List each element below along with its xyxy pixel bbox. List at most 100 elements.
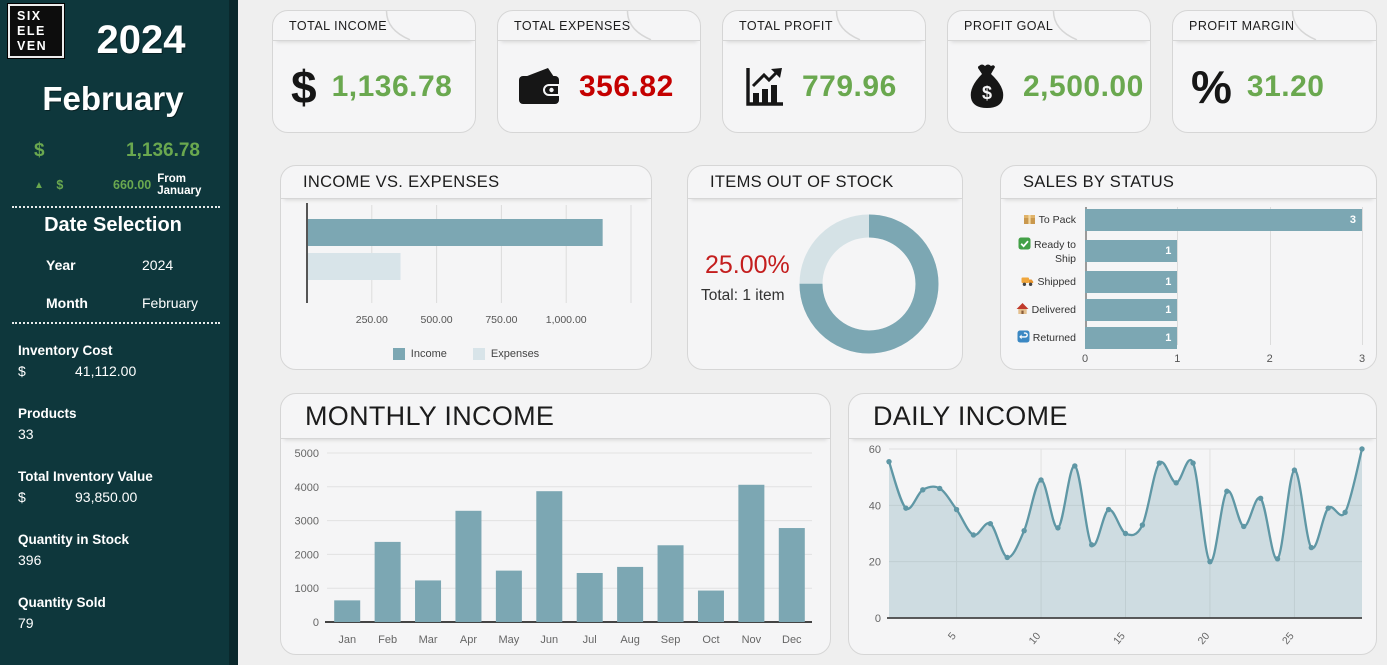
stock-donut-chart — [799, 214, 939, 354]
chart-title: MONTHLY INCOME — [281, 394, 830, 439]
date-selection-title: Date Selection — [44, 214, 182, 236]
stat-label: Quantity in Stock — [18, 532, 130, 547]
svg-text:Jun: Jun — [540, 634, 558, 646]
bar-value: 1 — [1165, 304, 1172, 317]
items-out-of-stock-card: ITEMS OUT OF STOCK 25.00% Total: 1 item — [687, 165, 963, 370]
monthly-income-chart: 0 1000 2000 3000 4000 5000 Jan Feb Mar Apr May Jun J… — [295, 448, 812, 646]
daily-income-card: DAILY INCOME 0 20 40 60 5 10 15 20 25 — [848, 393, 1377, 655]
stat-label: Quantity Sold — [18, 595, 106, 610]
stat-label: Total Inventory Value — [18, 469, 153, 484]
chart-title: SALES BY STATUS — [1001, 166, 1376, 199]
chart-legend: Income Expenses — [281, 348, 651, 360]
status-label: Returned — [1032, 332, 1076, 345]
chart-title: ITEMS OUT OF STOCK — [688, 166, 962, 199]
x-tick-label: 2 — [1266, 353, 1273, 365]
year-value[interactable]: 2024 — [142, 257, 174, 273]
svg-text:Nov: Nov — [742, 634, 762, 646]
status-bar: 1 — [1085, 240, 1178, 263]
delta-value: 660.00 — [113, 178, 152, 192]
status-label: To Pack — [1038, 213, 1076, 226]
svg-text:3000: 3000 — [295, 516, 319, 528]
month-value[interactable]: February — [142, 295, 199, 311]
status-bar: 1 — [1085, 299, 1178, 322]
bar-value: 3 — [1349, 214, 1356, 226]
kpi-title: PROFIT GOAL — [948, 11, 1150, 41]
sidebar: SIX ELE VEN 2024 February $ 1,136.78 ▲ $… — [0, 0, 238, 665]
svg-text:Sep: Sep — [661, 634, 681, 646]
kpi-card-profit-goal: PROFIT GOAL $ 2,500.00 — [947, 10, 1151, 133]
kpi-title: TOTAL EXPENSES — [498, 11, 700, 41]
stat-value: 79 — [18, 615, 34, 631]
bar-value: 1 — [1165, 332, 1172, 345]
svg-text:Jul: Jul — [583, 634, 597, 646]
month-label: Month — [46, 295, 88, 311]
money-bag-icon: $ — [970, 64, 1004, 108]
divider — [12, 206, 220, 208]
triangle-up-icon: ▲ — [34, 179, 44, 191]
gridline — [1269, 207, 1271, 345]
check-icon — [1018, 237, 1031, 253]
svg-text:Oct: Oct — [702, 634, 719, 646]
expenses-swatch — [472, 348, 485, 360]
status-bar: 1 — [1085, 271, 1178, 294]
svg-text:5000: 5000 — [295, 448, 319, 460]
status-row-shipped: Shipped 1 — [1011, 271, 1362, 294]
svg-text:15: 15 — [1111, 630, 1128, 647]
year-selector-row: Year 2024 — [46, 257, 218, 273]
bar-value: 1 — [1165, 245, 1172, 258]
month-selector-row: Month February — [46, 295, 218, 311]
kpi-value: 1,136.78 — [331, 69, 453, 103]
stat-quantity-in-stock: Quantity in Stock 396 — [18, 532, 226, 568]
svg-text:10: 10 — [1027, 630, 1044, 647]
svg-text:40: 40 — [869, 500, 881, 512]
chart-growth-icon — [746, 67, 783, 106]
sixeleven-logo: SIX ELE VEN — [8, 4, 64, 58]
currency-symbol: $ — [18, 363, 26, 379]
stat-quantity-sold: Quantity Sold 79 — [18, 595, 226, 631]
sidebar-edge — [229, 0, 238, 665]
wallet-icon — [519, 67, 560, 104]
svg-text:4000: 4000 — [295, 482, 319, 494]
out-of-stock-total: Total: 1 item — [701, 287, 785, 304]
sidebar-month-title: February — [42, 80, 184, 117]
income-expenses-card: INCOME VS. EXPENSES 250.00 500.00 750.00 1,… — [280, 165, 652, 370]
stat-label: Inventory Cost — [18, 343, 113, 358]
logo-line: VEN — [17, 38, 48, 53]
legend-label: Expenses — [490, 348, 540, 360]
return-icon — [1017, 330, 1030, 346]
svg-text:May: May — [498, 634, 519, 646]
svg-text:$: $ — [982, 83, 992, 103]
sales-by-status-card: SALES BY STATUS To Pack 3 Ready to Ship … — [1000, 165, 1377, 370]
x-tick-label: 3 — [1358, 353, 1366, 365]
truck-icon — [1021, 274, 1034, 290]
chart-title: INCOME VS. EXPENSES — [281, 166, 651, 199]
svg-text:Aug: Aug — [620, 634, 640, 646]
svg-text:2000: 2000 — [295, 549, 319, 561]
svg-text:20: 20 — [1196, 630, 1213, 647]
currency-symbol: $ — [18, 489, 26, 505]
x-axis-ticks: 0 1 2 3 — [1081, 353, 1366, 369]
svg-text:Dec: Dec — [782, 634, 802, 646]
svg-text:5: 5 — [946, 630, 959, 642]
status-bar: 3 — [1085, 209, 1362, 231]
svg-text:Mar: Mar — [419, 634, 438, 646]
stat-value: 396 — [18, 552, 42, 568]
divider — [12, 322, 220, 324]
currency-symbol: $ — [34, 140, 45, 161]
stat-products: Products 33 — [18, 406, 226, 442]
x-tick-label: 0 — [1081, 353, 1089, 365]
house-icon — [1016, 302, 1029, 318]
stat-value: 93,850.00 — [75, 489, 138, 505]
status-bar: 1 — [1085, 327, 1178, 350]
svg-text:Jan: Jan — [338, 634, 356, 646]
sidebar-year-title: 2024 — [96, 18, 186, 62]
currency-symbol: $ — [56, 178, 64, 192]
kpi-value: 2,500.00 — [1023, 69, 1144, 103]
kpi-card-profit-margin: PROFIT MARGIN % 31.20 — [1172, 10, 1377, 133]
svg-text:1,000.00: 1,000.00 — [546, 314, 587, 326]
svg-text:60: 60 — [869, 444, 881, 456]
status-row-returned: Returned 1 — [1011, 327, 1362, 350]
gridline — [1177, 207, 1179, 345]
svg-text:500.00: 500.00 — [421, 314, 453, 326]
